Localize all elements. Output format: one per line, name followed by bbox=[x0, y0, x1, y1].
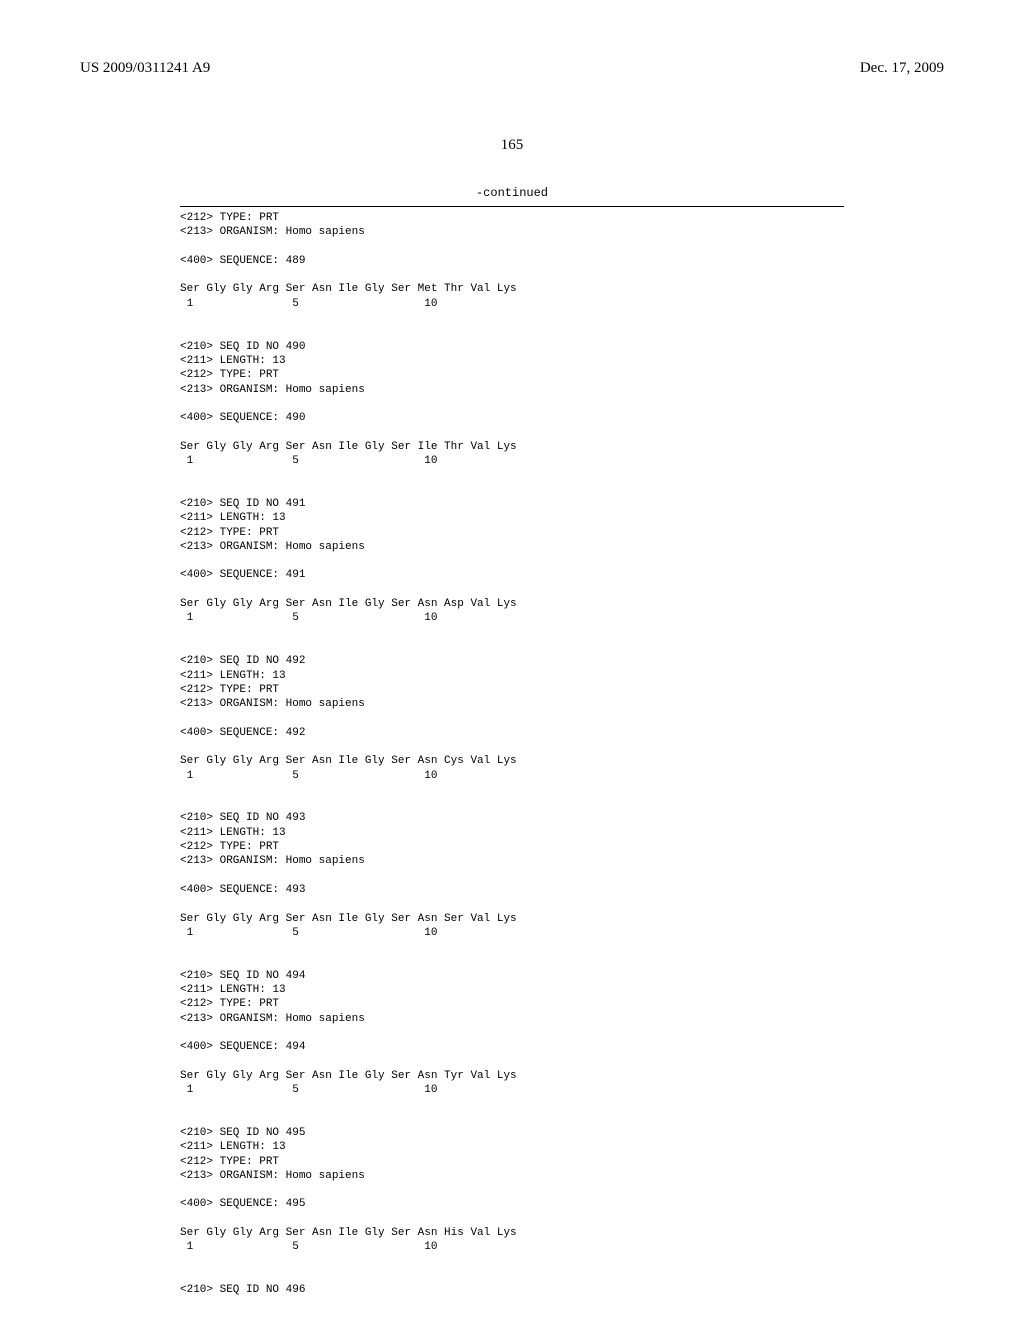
publication-number: US 2009/0311241 A9 bbox=[80, 60, 210, 77]
publication-date: Dec. 17, 2009 bbox=[860, 60, 944, 77]
page-container: US 2009/0311241 A9 Dec. 17, 2009 165 -co… bbox=[0, 0, 1024, 1338]
sequence-listing: <212> TYPE: PRT <213> ORGANISM: Homo sap… bbox=[180, 206, 844, 1298]
page-header: US 2009/0311241 A9 Dec. 17, 2009 bbox=[80, 60, 944, 77]
continued-label: -continued bbox=[80, 186, 944, 200]
continued-container: -continued bbox=[80, 186, 944, 200]
page-number: 165 bbox=[80, 137, 944, 154]
